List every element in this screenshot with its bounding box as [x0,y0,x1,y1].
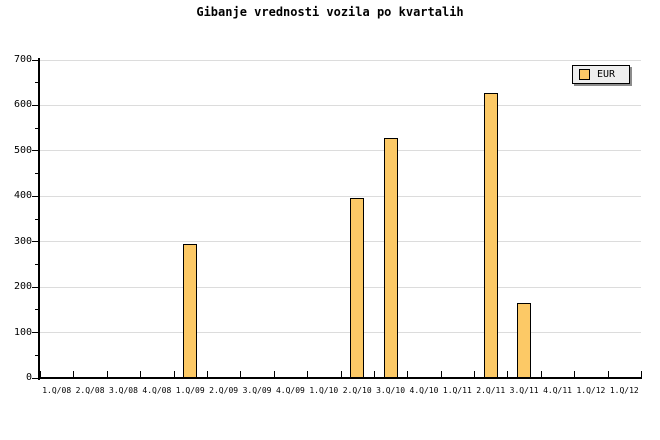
gridline-y-100 [40,332,641,334]
y-axis-major-tick [32,150,40,152]
y-axis-major-tick [32,241,40,243]
x-tick-label-12: 1.Q/11 [442,386,472,395]
x-tick-label-8: 1.Q/10 [309,386,339,395]
x-axis-tick [173,371,175,377]
y-tick-label-400: 400 [13,190,32,202]
y-axis-major-tick [32,59,40,61]
bar-2.Q/11-627 [483,93,498,378]
x-axis-tick [340,371,342,377]
x-tick-label-15: 4.Q/11 [543,386,572,395]
gridline-y-600 [40,104,641,106]
x-tick-label-5: 2.Q/09 [209,386,239,395]
x-tick-label-7: 4.Q/09 [275,386,305,395]
x-axis-tick [440,371,442,377]
x-axis-tick [206,371,208,377]
y-tick-label-300: 300 [13,235,32,247]
y-tick-label-0: 0 [25,372,32,383]
x-axis-tick [540,371,542,377]
y-axis-minor-tick [35,127,40,129]
x-tick-label-17: 1.Q/12 [609,386,639,395]
x-axis-tick [273,371,275,377]
x-axis-tick [40,371,41,377]
gridline-y-700 [40,59,641,61]
y-axis-major-tick [32,195,40,197]
x-tick-label-13: 2.Q/11 [476,386,506,395]
x-tick-label-4: 1.Q/09 [175,386,205,395]
x-axis-tick [574,371,576,377]
y-axis-major-tick [32,286,40,288]
gridline-y-300 [40,241,641,243]
x-axis-tick [641,371,642,377]
x-tick-label-14: 3.Q/11 [509,386,539,395]
legend-swatch-eur [579,69,590,80]
y-axis-minor-tick [35,354,40,356]
x-tick-label-1: 2.Q/08 [75,386,105,395]
x-tick-label-16: 1.Q/12 [576,386,606,395]
legend-label: EUR [597,69,616,80]
y-axis-major-tick [32,104,40,106]
x-axis-tick [106,371,108,377]
x-axis-tick [373,371,375,377]
x-tick-label-2: 3.Q/08 [109,386,138,395]
x-axis-tick [140,371,142,377]
y-axis-minor-tick [35,218,40,220]
gridline-y-400 [40,195,641,197]
bar-1.Q/09-295 [183,243,198,378]
x-axis-tick [73,371,75,377]
gridline-y-500 [40,150,641,152]
gridline-y-200 [40,286,641,288]
y-tick-label-600: 600 [13,99,32,111]
x-axis-tick [607,371,609,377]
x-tick-label-10: 3.Q/10 [376,386,406,395]
x-axis-tick [507,371,509,377]
x-axis-tick [474,371,476,377]
y-tick-label-100: 100 [13,326,32,338]
y-axis-minor-tick [35,309,40,311]
y-axis-minor-tick [35,263,40,265]
y-axis-major-tick [32,332,40,334]
x-tick-label-6: 3.Q/09 [242,386,272,395]
bar-2.Q/10-397 [350,197,365,378]
x-tick-label-9: 2.Q/10 [342,386,372,395]
y-axis-minor-tick [35,82,40,84]
x-tick-label-3: 4.Q/08 [142,386,172,395]
y-tick-label-700: 700 [13,54,32,65]
x-axis-tick [240,371,242,377]
bar-3.Q/11-165 [517,303,532,378]
x-axis-tick [407,371,409,377]
x-axis-tick [307,371,309,377]
y-axis [38,58,40,380]
x-axis [38,377,642,379]
chart-title: Gibanje vrednosti vozila po kvartalih [196,5,464,19]
y-axis-major-tick [32,377,40,379]
y-axis-minor-tick [35,173,40,175]
y-tick-label-500: 500 [13,144,32,156]
y-tick-label-200: 200 [13,281,32,293]
bar-3.Q/10-528 [383,138,398,378]
x-tick-label-0: 1.Q/08 [42,386,72,395]
x-tick-label-11: 4.Q/10 [409,386,439,395]
legend: EUR [572,65,630,84]
